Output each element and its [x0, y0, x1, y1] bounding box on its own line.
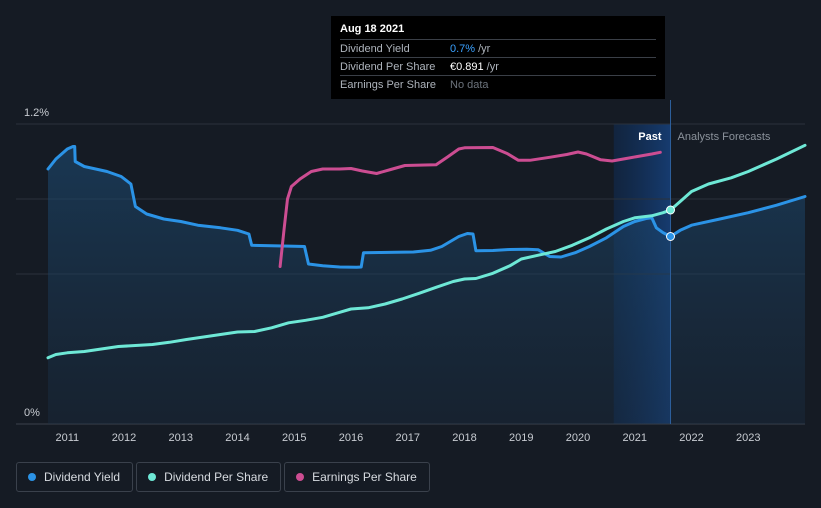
tooltip-label: Dividend Yield: [340, 42, 410, 55]
tooltip-row-dividend-per-share: Dividend Per Share €0.891 /yr: [340, 57, 656, 75]
x-tick-label: 2021: [623, 432, 647, 444]
x-tick-label: 2012: [112, 432, 136, 444]
tooltip-label: Dividend Per Share: [340, 60, 436, 73]
tooltip-date: Aug 18 2021: [340, 23, 405, 35]
dividend-yield-line: [46, 145, 807, 269]
tooltip-row-dividend-yield: Dividend Yield 0.7% /yr: [340, 39, 656, 57]
tooltip-value: €0.891: [450, 60, 484, 73]
x-tick-label: 2013: [169, 432, 193, 444]
dividend-per-share-line: [46, 143, 807, 360]
tooltip-value: 0.7%: [450, 42, 476, 55]
legend-earnings-per-share[interactable]: Earnings Per Share: [284, 462, 430, 492]
x-tick-label: 2014: [225, 432, 249, 444]
tooltip-unit: /yr: [478, 42, 491, 55]
x-tick-label: 2022: [679, 432, 703, 444]
tooltip-value: No data: [450, 78, 489, 91]
tooltip-row-earnings-per-share: Earnings Per Share No data: [340, 75, 656, 93]
x-tick-label: 2017: [396, 432, 420, 444]
tooltip-label: Earnings Per Share: [340, 78, 436, 91]
analysts-forecasts-label: Analysts Forecasts: [678, 131, 771, 143]
legend-dividend-per-share[interactable]: Dividend Per Share: [136, 462, 282, 492]
legend-label: Dividend Yield: [44, 470, 121, 484]
legend-dot-icon: [28, 473, 36, 481]
earnings-per-share-line: [278, 146, 662, 268]
y-axis: 1.2% 0%: [24, 107, 49, 419]
legend-dot-icon: [148, 473, 157, 481]
x-axis: 2011 2012 2013 2014 2015 2016 2017 2018 2019 2020…: [55, 432, 760, 444]
legend-label: Dividend Per Share: [164, 470, 269, 484]
dividend-yield-area: [48, 146, 805, 424]
x-tick-label: 2018: [452, 432, 476, 444]
tooltip-unit: /yr: [486, 60, 499, 73]
x-tick-label: 2019: [509, 432, 533, 444]
legend-label: Earnings Per Share: [312, 470, 417, 484]
x-tick-label: 2016: [339, 432, 363, 444]
past-label: Past: [638, 131, 662, 143]
tooltip: Aug 18 2021 Dividend Yield 0.7% /yr Divi…: [331, 16, 665, 99]
legend: Dividend Yield Dividend Per Share Earnin…: [16, 462, 430, 492]
x-tick-label: 2020: [566, 432, 590, 444]
legend-dividend-yield[interactable]: Dividend Yield: [16, 462, 134, 492]
y-tick-label: 1.2%: [24, 107, 49, 119]
x-tick-label: 2011: [55, 432, 79, 444]
x-tick-label: 2023: [736, 432, 760, 444]
current-markers: [666, 205, 676, 241]
dividend-yield-marker: [666, 232, 676, 241]
y-tick-label: 0%: [24, 407, 40, 419]
legend-dot-icon: [296, 473, 305, 481]
x-tick-label: 2015: [282, 432, 306, 444]
dividend-per-share-marker: [666, 205, 676, 215]
